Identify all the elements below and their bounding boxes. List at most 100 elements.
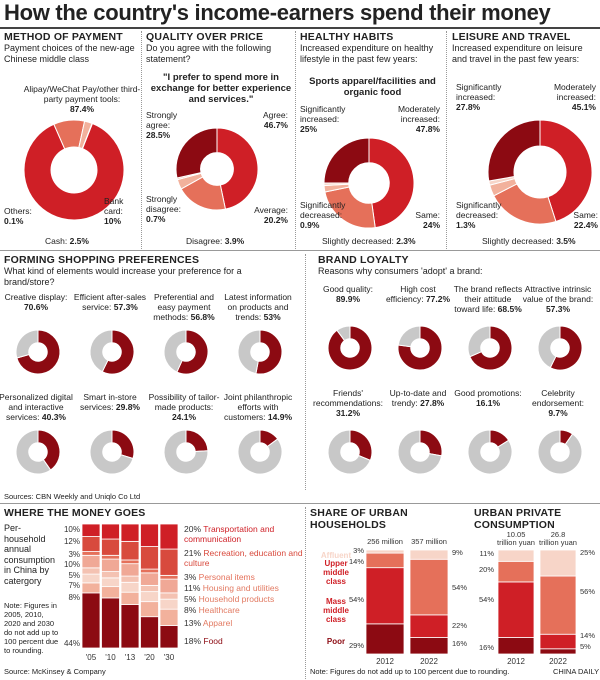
- leisure-same-label: Same: 22.4%: [573, 210, 598, 230]
- quality-agree-label: Agree: 46.7%: [262, 110, 288, 130]
- private-header: URBAN PRIVATE CONSUMPTION: [474, 507, 562, 531]
- bar-segment: [101, 577, 120, 588]
- donut-slice: [397, 429, 443, 475]
- bar-segment: [101, 571, 120, 579]
- divider: [305, 507, 307, 679]
- money-desc: Per-household annual consumption in Chin…: [4, 523, 56, 586]
- donut-slice: [327, 429, 372, 475]
- preference-donut: [237, 329, 283, 375]
- money-source: Source: McKinsey & Company: [4, 667, 106, 676]
- chart-label: 9%: [452, 548, 463, 557]
- bar-segment: [140, 568, 159, 574]
- legend-item: 8% Healthcare: [184, 605, 240, 615]
- preference-label: Attractive intrinsic value of the brand:…: [522, 284, 594, 314]
- chart-label: trillion yuan: [539, 538, 577, 547]
- method-bank-label: Bank card: 10%: [104, 196, 124, 226]
- preference-label: Good promotions: 16.1%: [454, 388, 522, 408]
- chart-label: 29%: [349, 641, 364, 650]
- bar-segment: [409, 637, 449, 655]
- loyalty-header: BRAND LOYALTY: [318, 254, 409, 266]
- chart-label: 2012: [376, 657, 394, 666]
- divider: [305, 254, 307, 490]
- bar-segment: [365, 552, 405, 569]
- bar-segment: [81, 573, 101, 584]
- bar-segment: [81, 582, 101, 594]
- divider: [295, 31, 297, 249]
- bar-segment: [120, 563, 140, 577]
- divider: [0, 503, 600, 504]
- donut-slice: [323, 137, 370, 184]
- bar-segment: [81, 536, 101, 552]
- bar-segment: [101, 554, 120, 560]
- donut-slice: [537, 325, 561, 369]
- quality-header: QUALITY OVER PRICE: [146, 31, 264, 43]
- households-chart: 256 million 357 millionAffluentUppermiddl…: [321, 537, 467, 666]
- chart-label: class: [326, 577, 347, 586]
- bar-segment: [120, 581, 140, 593]
- credit: CHINA DAILY: [553, 667, 600, 676]
- bar-segment: [159, 523, 179, 550]
- bar-segment: [539, 575, 577, 635]
- preference-donut: [237, 429, 283, 475]
- bar-segment: [140, 591, 159, 603]
- chart-label: 3%: [68, 550, 80, 559]
- preference-donut: [327, 325, 373, 371]
- donut-slice: [163, 329, 187, 373]
- quality-dis-label: Disagree: 3.9%: [186, 236, 245, 246]
- bar-segment: [140, 584, 159, 593]
- chart-label: 3%: [353, 546, 364, 555]
- bar-segment: [81, 567, 101, 575]
- chart-label: 5%: [68, 571, 80, 580]
- preference-donut: [537, 429, 583, 475]
- bar-segment: [101, 597, 120, 649]
- divider: [0, 250, 600, 251]
- bar-segment: [159, 608, 179, 626]
- preference-donut: [89, 329, 135, 375]
- preference-donut: [327, 429, 373, 475]
- donut-slice: [89, 429, 134, 475]
- bar-segment: [140, 523, 159, 547]
- chart-label: '05: [86, 653, 97, 662]
- legend-item: 3% Personal items: [184, 572, 255, 582]
- bar-segment: [159, 578, 179, 594]
- leisure-sld-label: Slightly decreased: 3.5%: [482, 236, 576, 246]
- donut-slice: [467, 325, 491, 358]
- bar-segment: [120, 540, 140, 561]
- bar-segment: [497, 581, 535, 638]
- shopping-header: FORMING SHOPPING PREFERENCES: [4, 254, 200, 266]
- chart-label: Affluent: [321, 551, 352, 560]
- legend-item: 11% Housing and utilities: [184, 583, 279, 593]
- bar-segment: [409, 549, 449, 560]
- donut-slice: [539, 119, 593, 223]
- bar-segment: [101, 523, 120, 540]
- donut-slice: [185, 429, 209, 453]
- quality-quote: "I prefer to spend more in exchange for …: [150, 72, 292, 105]
- donut-slice: [368, 137, 415, 229]
- chart-label: class: [326, 615, 347, 624]
- leisure-header: LEISURE AND TRAVEL: [452, 31, 571, 43]
- preference-label: Personalized digital and interactive ser…: [0, 392, 73, 422]
- donut-slice: [15, 329, 39, 359]
- donut-slice: [467, 429, 513, 475]
- donut-slice: [487, 119, 541, 182]
- chart-label: Poor: [327, 637, 345, 646]
- leisure-donut: [487, 119, 593, 225]
- bar-segment: [159, 548, 179, 576]
- bar-segment: [159, 598, 179, 610]
- chart-label: 2022: [549, 657, 567, 666]
- quality-sd-label: Strongly disagree: 0.7%: [146, 194, 181, 224]
- leisure-mi-label: Moderately increased: 45.1%: [553, 82, 596, 112]
- households-header: SHARE OF URBAN HOUSEHOLDS: [310, 507, 408, 531]
- donut-slice: [255, 329, 283, 375]
- chart-label: 8%: [68, 593, 80, 602]
- chart-label: '20: [144, 653, 155, 662]
- donut-slice: [89, 329, 113, 373]
- donut-slice: [81, 122, 94, 150]
- chart-label: 16%: [452, 639, 467, 648]
- bar-segment: [120, 591, 140, 605]
- preference-label: Smart in-store services: 29.8%: [79, 392, 140, 412]
- loyalty-question: Reasons why consumers 'adopt' a brand:: [318, 266, 483, 276]
- bar-segment: [140, 601, 159, 618]
- chart-label: 12%: [64, 537, 80, 546]
- bar-segment: [120, 604, 140, 649]
